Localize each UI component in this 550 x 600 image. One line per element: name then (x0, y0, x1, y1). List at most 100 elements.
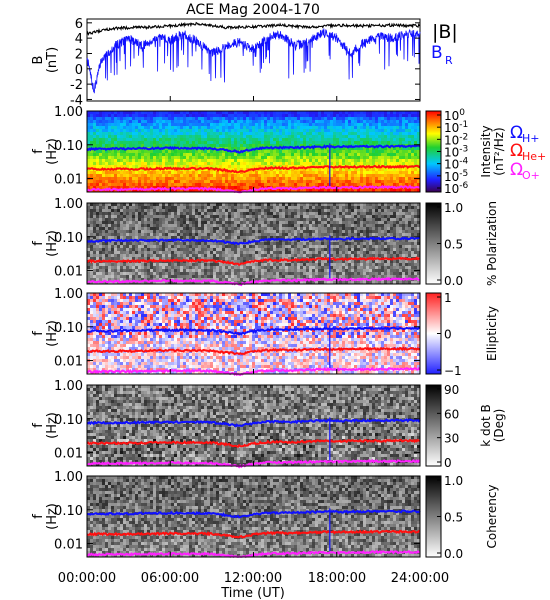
heatmap-cell (225, 203, 229, 207)
heatmap-cell (228, 221, 232, 225)
heatmap-cell (159, 129, 163, 133)
heatmap-cell (303, 144, 307, 148)
heatmap-cell (105, 242, 109, 246)
heatmap-cell (159, 159, 163, 163)
heatmap-cell (324, 183, 328, 187)
heatmap-cell (138, 141, 142, 145)
heatmap-cell (342, 171, 346, 175)
heatmap-cell (318, 183, 322, 187)
heatmap-cell (270, 236, 274, 240)
heatmap-cell (282, 189, 286, 193)
heatmap-cell (315, 209, 319, 213)
heatmap-cell (297, 132, 301, 136)
heatmap-cell (147, 186, 151, 190)
heatmap-cell (111, 245, 115, 249)
heatmap-cell (90, 162, 94, 166)
heatmap-cell (396, 129, 400, 133)
heatmap-cell (150, 224, 154, 228)
heatmap-cell (372, 242, 376, 246)
heatmap-cell (111, 138, 115, 142)
heatmap-cell (321, 141, 325, 145)
heatmap-cell (402, 123, 406, 127)
heatmap-cell (120, 138, 124, 142)
heatmap-cell (357, 156, 361, 160)
heatmap-cell (213, 165, 217, 169)
heatmap-cell (309, 224, 313, 228)
heatmap-cell (204, 233, 208, 237)
heatmap-cell (381, 209, 385, 213)
heatmap-cell (270, 206, 274, 210)
heatmap-cell (348, 114, 352, 118)
heatmap-cell (126, 224, 130, 228)
heatmap-cell (246, 218, 250, 222)
heatmap-cell (114, 165, 118, 169)
heatmap-cell (138, 159, 142, 163)
heatmap-cell (186, 242, 190, 246)
heatmap-cell (195, 159, 199, 163)
heatmap-cell (384, 189, 388, 193)
heatmap-cell (135, 189, 139, 193)
heatmap-cell (240, 236, 244, 240)
heatmap-cell (108, 233, 112, 237)
heatmap-cell (285, 132, 289, 136)
heatmap-cell (375, 180, 379, 184)
heatmap-cell (252, 206, 256, 210)
heatmap-cell (162, 162, 166, 166)
heatmap-cell (99, 171, 103, 175)
heatmap-cell (351, 224, 355, 228)
heatmap-cell (225, 183, 229, 187)
heatmap-cell (390, 147, 394, 151)
heatmap-cell (405, 159, 409, 163)
heatmap-cell (108, 206, 112, 210)
heatmap-cell (384, 138, 388, 142)
heatmap-cell (198, 224, 202, 228)
heatmap-cell (195, 144, 199, 148)
heatmap-cell (111, 159, 115, 163)
heatmap-cell (219, 236, 223, 240)
heatmap-cell (303, 174, 307, 178)
heatmap-cell (258, 206, 262, 210)
heatmap-cell (360, 114, 364, 118)
heatmap-cell (180, 233, 184, 237)
heatmap-cell (339, 111, 343, 115)
heatmap-cell (348, 221, 352, 225)
heatmap-cell (195, 117, 199, 121)
heatmap-cell (243, 120, 247, 124)
heatmap-cell (312, 114, 316, 118)
heatmap-cell (417, 111, 421, 115)
heatmap-cell (294, 180, 298, 184)
heatmap-cell (369, 135, 373, 139)
heatmap-cell (90, 126, 94, 130)
heatmap-cell (276, 180, 280, 184)
heatmap-cell (243, 177, 247, 181)
heatmap-cell (309, 156, 313, 160)
heatmap-cell (252, 233, 256, 237)
heatmap-cell (270, 132, 274, 136)
heatmap-cell (96, 245, 100, 249)
heatmap-cell (276, 236, 280, 240)
heatmap-cell (132, 245, 136, 249)
heatmap-cell (129, 156, 133, 160)
heatmap-cell (93, 132, 97, 136)
heatmap-cell (108, 141, 112, 145)
heatmap-cell (276, 141, 280, 145)
heatmap-cell (291, 203, 295, 207)
heatmap-cell (177, 218, 181, 222)
heatmap-cell (120, 230, 124, 234)
heatmap-cell (171, 183, 175, 187)
heatmap-cell (207, 135, 211, 139)
heatmap-cell (303, 251, 307, 255)
heatmap-cell (222, 135, 226, 139)
heatmap-cell (156, 162, 160, 166)
heatmap-cell (90, 254, 94, 258)
heatmap-cell (414, 245, 418, 249)
heatmap-cell (333, 218, 337, 222)
heatmap-cell (144, 233, 148, 237)
heatmap-cell (192, 123, 196, 127)
heatmap-cell (147, 180, 151, 184)
heatmap-cell (96, 141, 100, 145)
heatmap-cell (114, 174, 118, 178)
heatmap-cell (210, 120, 214, 124)
heatmap-cell (342, 156, 346, 160)
heatmap-cell (333, 117, 337, 121)
